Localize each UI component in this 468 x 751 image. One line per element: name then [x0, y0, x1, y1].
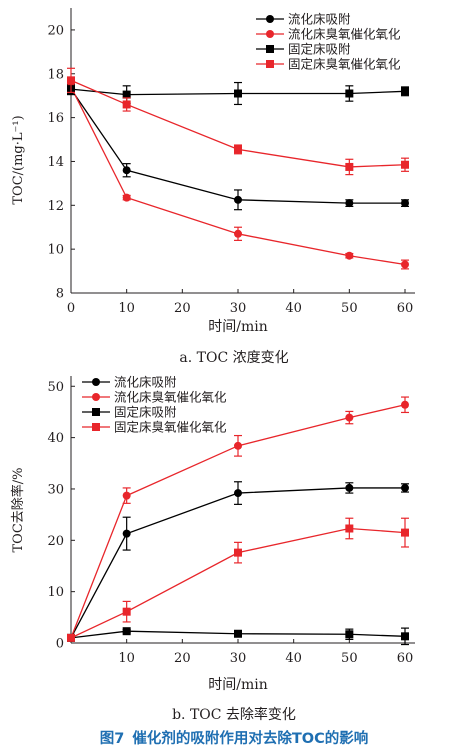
legend-label: 流化床臭氧催化氧化 — [114, 390, 227, 405]
data-point — [345, 524, 354, 533]
data-point — [122, 193, 131, 202]
x-tick-label: 60 — [397, 301, 414, 316]
x-tick-label: 50 — [341, 651, 358, 666]
data-point — [345, 89, 354, 98]
data-point — [234, 629, 242, 638]
series-3: 固定床吸附 — [67, 42, 409, 106]
figure-title: 催化剂的吸附作用对去除TOC的影响 — [132, 731, 369, 747]
y-tick-label: 20 — [47, 534, 64, 549]
data-point — [122, 529, 131, 538]
data-point — [345, 162, 354, 171]
chart-b: 0 10 20 30 40 50 10 20 30 40 50 60 时间/min TOC去除率/% 流化床… — [10, 375, 415, 693]
x-tick-label: 40 — [285, 301, 302, 316]
y-tick-label: 18 — [47, 67, 64, 82]
x-tick-label: 20 — [174, 301, 191, 316]
data-point — [234, 195, 242, 204]
y-axis-label: TOC去除率/% — [10, 467, 26, 552]
y-tick-label: 50 — [47, 380, 64, 395]
y-axis-label: TOC/(mg·L⁻¹) — [11, 115, 26, 204]
data-point — [234, 89, 242, 98]
y-tick-label: 10 — [47, 585, 64, 600]
legend-label: 固定床吸附 — [114, 405, 177, 420]
legend-label: 固定床吸附 — [288, 42, 351, 57]
data-point — [122, 607, 131, 616]
y-tick-label: 8 — [56, 287, 64, 302]
data-point — [345, 199, 354, 208]
data-point — [345, 251, 354, 260]
x-tick-label: 50 — [341, 301, 358, 316]
series-2: 流化床臭氧催化氧化 — [67, 27, 409, 270]
x-tick-label: 0 — [67, 301, 75, 316]
legend-marker — [266, 15, 274, 23]
chart-a-caption: a. TOC 浓度变化 — [179, 350, 289, 366]
data-point — [401, 632, 409, 641]
data-point — [345, 483, 354, 492]
y-tick-label: 12 — [47, 199, 64, 214]
series-2: 流化床臭氧催化氧化 — [67, 390, 409, 642]
legend-label: 固定床臭氧催化氧化 — [288, 57, 401, 72]
x-tick-label: 40 — [285, 651, 302, 666]
legend-label: 流化床臭氧催化氧化 — [288, 27, 401, 42]
data-point — [234, 145, 242, 154]
y-tick-label: 30 — [47, 482, 64, 497]
legend-marker — [92, 423, 100, 431]
y-tick-label: 10 — [47, 243, 64, 258]
series-1: 流化床吸附 — [67, 12, 409, 211]
data-point — [234, 548, 242, 557]
data-point — [122, 491, 131, 500]
y-tick-label: 14 — [47, 155, 64, 170]
data-point — [401, 260, 409, 269]
legend-marker — [92, 393, 100, 401]
data-point — [67, 76, 75, 85]
legend-label: 流化床吸附 — [288, 12, 351, 27]
x-tick-label: 10 — [118, 301, 135, 316]
legend-marker — [266, 30, 274, 38]
x-tick-label: 30 — [230, 651, 247, 666]
data-point — [234, 229, 242, 238]
series-4: 固定床臭氧催化氧化 — [67, 420, 409, 642]
x-tick-label: 30 — [230, 301, 247, 316]
chart-b-caption: b. TOC 去除率变化 — [172, 707, 296, 723]
data-point — [234, 489, 242, 498]
legend-label: 固定床臭氧催化氧化 — [114, 420, 227, 435]
data-point — [67, 633, 75, 642]
data-point — [401, 528, 409, 537]
legend-marker — [266, 60, 274, 68]
x-tick-label: 10 — [118, 651, 135, 666]
y-tick-label: 0 — [56, 637, 64, 652]
y-tick-label: 20 — [47, 23, 64, 38]
x-tick-label: 60 — [397, 651, 414, 666]
y-tick-label: 40 — [47, 431, 64, 446]
data-point — [345, 413, 354, 422]
legend-marker — [92, 378, 100, 386]
data-point — [401, 199, 409, 208]
x-axis-label: 时间/min — [208, 677, 268, 693]
data-point — [401, 160, 409, 169]
data-point — [401, 483, 409, 492]
legend-marker — [92, 408, 100, 416]
x-tick-label: 20 — [174, 651, 191, 666]
legend-marker — [266, 45, 274, 53]
x-axis-label: 时间/min — [208, 319, 268, 335]
data-point — [122, 166, 131, 175]
data-point — [401, 87, 409, 96]
data-point — [401, 400, 409, 409]
legend-label: 流化床吸附 — [114, 375, 177, 390]
data-point — [122, 627, 131, 636]
data-point — [345, 630, 354, 639]
data-point — [122, 90, 131, 99]
figure-number: 图7 — [99, 731, 125, 747]
data-point — [234, 441, 242, 450]
series-1: 流化床吸附 — [67, 375, 409, 642]
figure-caption: 图7 催化剂的吸附作用对去除TOC的影响 — [0, 727, 468, 748]
data-point — [122, 100, 131, 109]
chart-a: 8 10 12 14 16 18 20 0 10 20 30 40 50 60 时间/min TOC/(mg·… — [11, 8, 415, 335]
series-4: 固定床臭氧催化氧化 — [67, 57, 409, 176]
y-tick-label: 16 — [47, 111, 64, 126]
